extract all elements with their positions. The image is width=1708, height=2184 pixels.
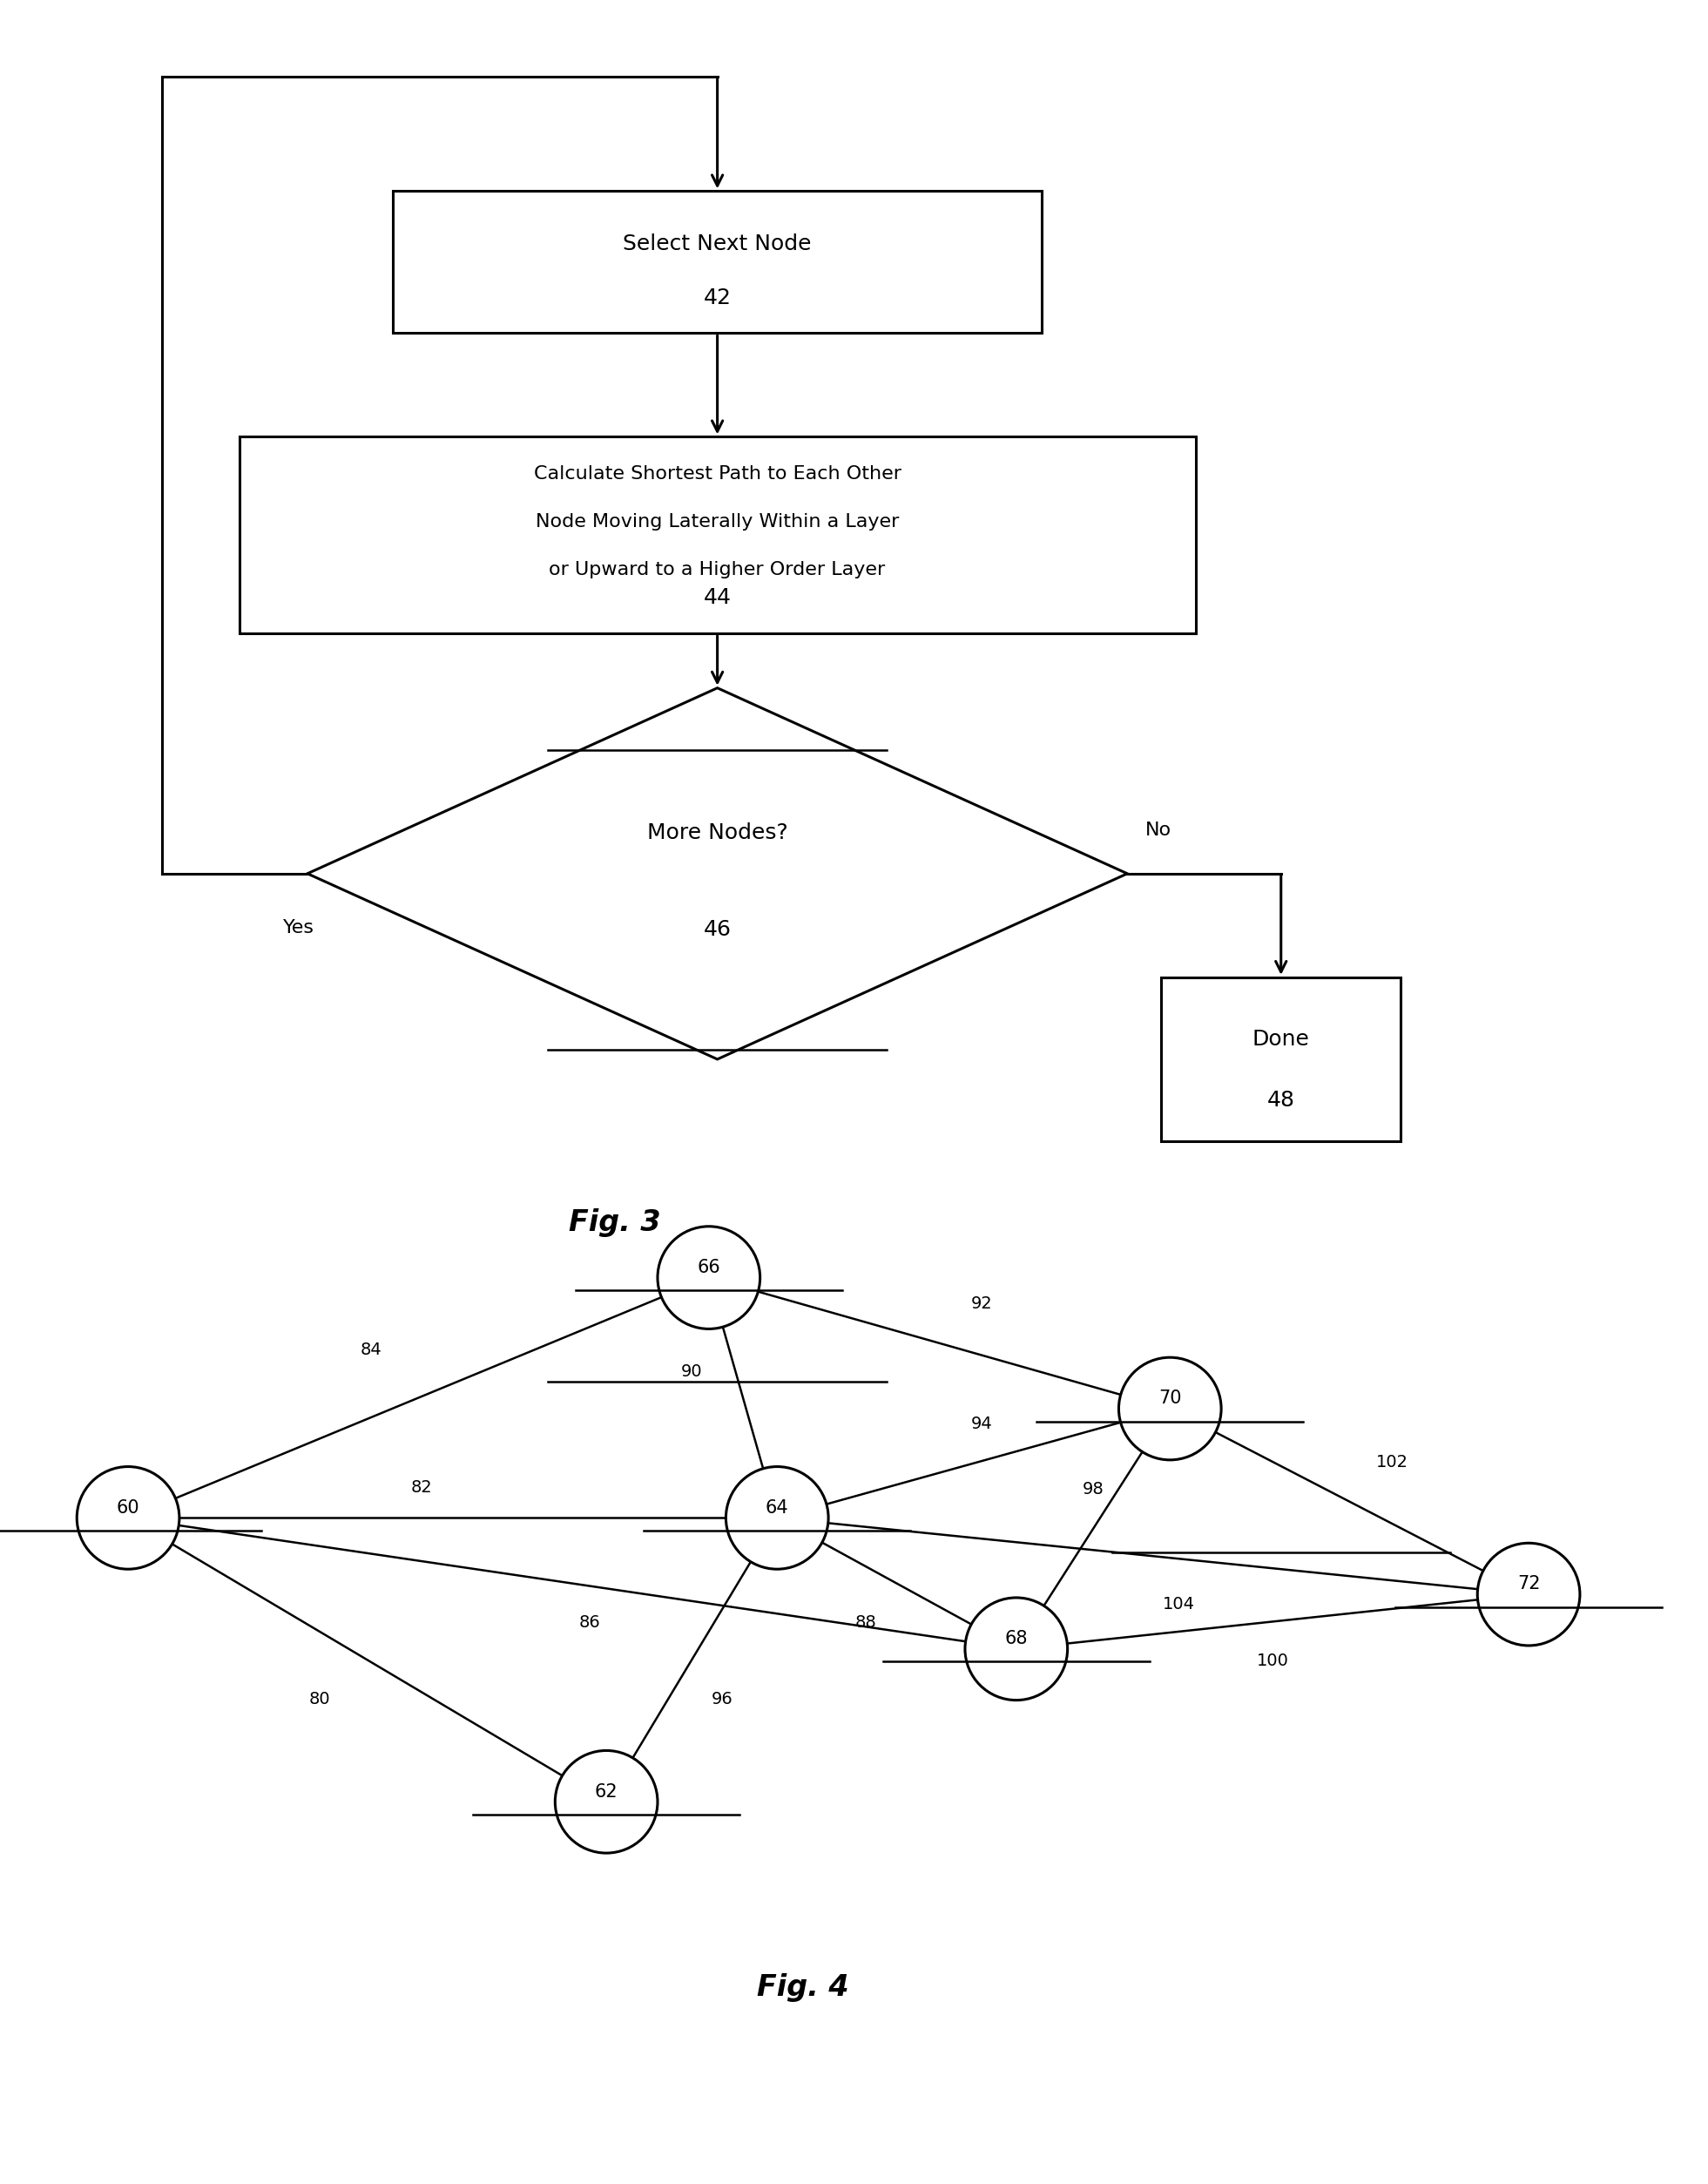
- Text: 80: 80: [309, 1690, 330, 1708]
- Text: 42: 42: [704, 286, 731, 308]
- Text: 60: 60: [116, 1498, 140, 1516]
- Text: or Upward to a Higher Order Layer: or Upward to a Higher Order Layer: [550, 561, 885, 579]
- Text: 104: 104: [1163, 1597, 1194, 1612]
- Text: 68: 68: [1004, 1629, 1028, 1647]
- Text: 70: 70: [1158, 1389, 1182, 1406]
- Text: 48: 48: [1267, 1090, 1295, 1112]
- Polygon shape: [307, 688, 1127, 1059]
- Text: 72: 72: [1517, 1575, 1541, 1592]
- Text: 82: 82: [412, 1479, 432, 1496]
- Text: 62: 62: [594, 1782, 618, 1800]
- Text: Done: Done: [1252, 1029, 1310, 1051]
- Text: 94: 94: [972, 1415, 992, 1433]
- Text: 88: 88: [856, 1614, 876, 1631]
- Text: 86: 86: [579, 1614, 600, 1631]
- Text: 64: 64: [765, 1498, 789, 1516]
- Text: 84: 84: [360, 1341, 381, 1358]
- Bar: [393, 192, 1042, 334]
- Text: Yes: Yes: [284, 919, 314, 937]
- Ellipse shape: [555, 1752, 658, 1852]
- Text: Node Moving Laterally Within a Layer: Node Moving Laterally Within a Layer: [536, 513, 898, 531]
- Bar: [239, 437, 1196, 633]
- Ellipse shape: [1477, 1544, 1580, 1645]
- Bar: [1161, 978, 1401, 1140]
- Text: 98: 98: [1083, 1481, 1103, 1498]
- Text: More Nodes?: More Nodes?: [647, 823, 787, 843]
- Text: 44: 44: [704, 587, 731, 609]
- Text: 96: 96: [712, 1690, 733, 1708]
- Ellipse shape: [77, 1468, 179, 1568]
- Ellipse shape: [965, 1599, 1068, 1699]
- Text: Fig. 4: Fig. 4: [757, 1972, 849, 2003]
- Text: 102: 102: [1377, 1455, 1407, 1470]
- Text: No: No: [1144, 821, 1172, 839]
- Ellipse shape: [726, 1468, 828, 1568]
- Text: 46: 46: [704, 919, 731, 939]
- Text: 100: 100: [1257, 1653, 1288, 1669]
- Text: 66: 66: [697, 1258, 721, 1275]
- Text: Calculate Shortest Path to Each Other: Calculate Shortest Path to Each Other: [533, 465, 902, 483]
- Ellipse shape: [658, 1227, 760, 1328]
- Text: 92: 92: [972, 1295, 992, 1313]
- Text: 90: 90: [681, 1363, 702, 1380]
- Text: Fig. 3: Fig. 3: [569, 1208, 661, 1238]
- Ellipse shape: [1119, 1358, 1221, 1459]
- Text: Select Next Node: Select Next Node: [623, 234, 811, 253]
